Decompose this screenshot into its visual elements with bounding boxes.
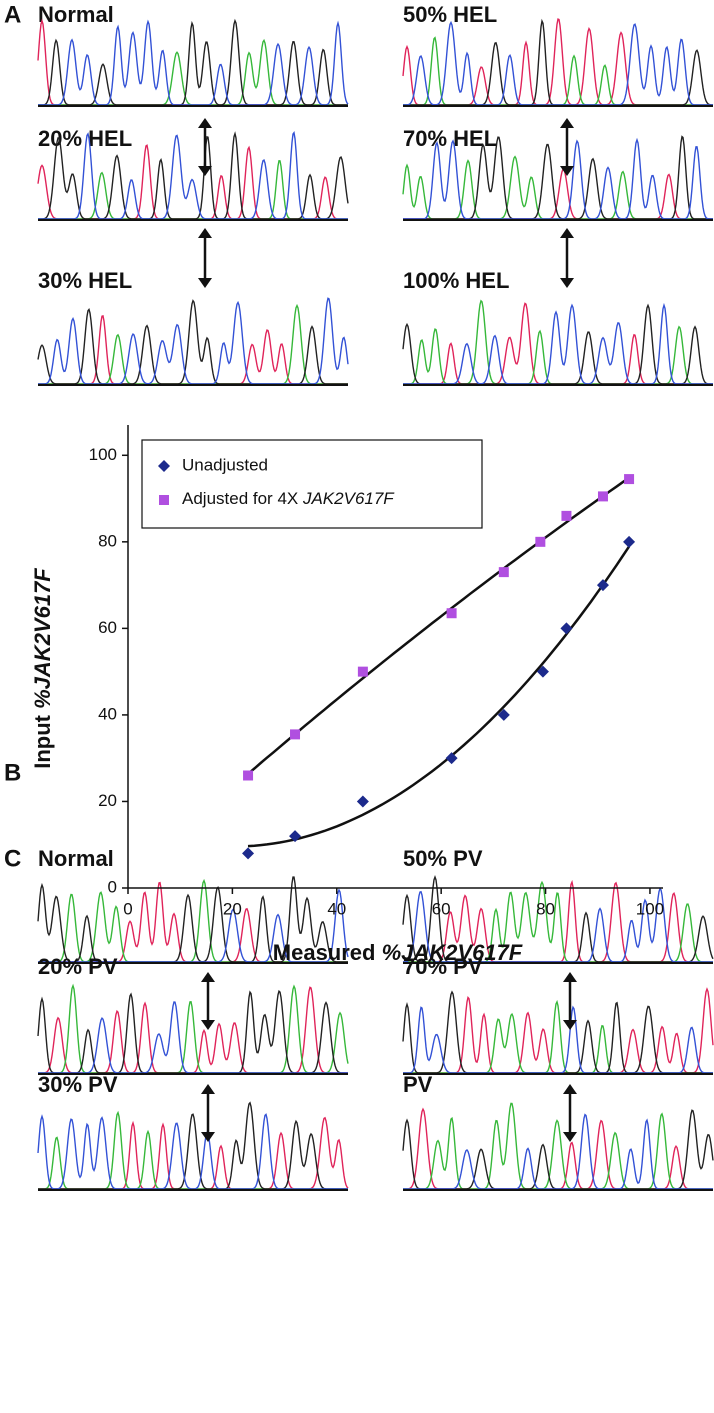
- y-tick-label: 0: [108, 877, 117, 896]
- arrow-head: [563, 1020, 577, 1030]
- trace: [402, 987, 714, 1075]
- trace: [37, 18, 349, 107]
- panel-label: B: [4, 759, 21, 786]
- y-tick-label: 80: [98, 531, 117, 550]
- point: [596, 579, 609, 592]
- point: [498, 567, 509, 578]
- trace: [37, 1101, 349, 1191]
- trace: [402, 875, 714, 964]
- arrow-head: [198, 228, 212, 238]
- panel-label: A: [4, 1, 21, 28]
- point: [536, 665, 549, 678]
- trace-signal: [403, 1005, 713, 1074]
- trend-line: [247, 476, 630, 775]
- point: [356, 795, 369, 808]
- trace: [402, 299, 713, 386]
- point: [624, 474, 635, 485]
- trace-signal: [37, 876, 348, 963]
- trace-signal: [403, 18, 714, 106]
- trace-signal: [403, 302, 713, 385]
- trace-signal: [38, 983, 349, 1074]
- trace-label: 70% HEL: [403, 126, 497, 151]
- trace-label: 70% PV: [403, 954, 483, 979]
- trace: [37, 876, 349, 964]
- trace-label: 30% HEL: [38, 268, 132, 293]
- arrow-head: [560, 118, 574, 128]
- trace-signal: [38, 18, 348, 106]
- trace-signal: [38, 19, 349, 106]
- point: [535, 536, 546, 547]
- point: [561, 510, 572, 521]
- panel-label: C: [4, 845, 21, 872]
- trace-signal: [403, 299, 713, 385]
- y-tick-label: 100: [89, 445, 117, 464]
- x-tick-label: 20: [223, 899, 242, 918]
- legend-label: Unadjusted: [182, 455, 268, 474]
- trend-line: [247, 545, 631, 848]
- point: [445, 752, 458, 765]
- point: [560, 622, 573, 635]
- x-tick-label: 40: [327, 899, 346, 918]
- arrow-head: [201, 1132, 215, 1142]
- legend-box: [141, 439, 483, 529]
- trace: [402, 18, 714, 107]
- arrow-head: [198, 166, 212, 176]
- trace: [37, 983, 349, 1075]
- legend-marker: [158, 460, 170, 472]
- trace-signal: [403, 1102, 713, 1190]
- point: [597, 491, 608, 502]
- trace: [402, 135, 713, 221]
- legend-marker: [159, 495, 169, 505]
- legend-label: Adjusted for 4X JAK2V617F: [182, 489, 395, 508]
- arrow-head: [563, 972, 577, 982]
- arrow-head: [201, 1020, 215, 1030]
- point: [242, 847, 255, 860]
- arrow-head: [201, 972, 215, 982]
- x-tick-label: 0: [123, 899, 132, 918]
- x-axis-label: Measured %JAK2V617F: [273, 940, 523, 965]
- arrow-head: [560, 228, 574, 238]
- arrow-head: [560, 166, 574, 176]
- trace-label: 30% PV: [38, 1072, 118, 1097]
- trace: [37, 297, 349, 386]
- trace-label: 50% HEL: [403, 2, 497, 27]
- y-axis-label: Input %JAK2V617F: [30, 568, 55, 769]
- point: [243, 770, 254, 781]
- trace-label: Normal: [38, 846, 114, 871]
- trace: [402, 1102, 714, 1191]
- y-tick-label: 40: [98, 704, 117, 723]
- trace-label: 100% HEL: [403, 268, 509, 293]
- trace-label: Normal: [38, 2, 114, 27]
- point: [290, 729, 301, 740]
- trace-signal: [403, 168, 713, 220]
- point: [623, 535, 636, 548]
- trace-signal: [403, 20, 713, 106]
- arrow-head: [563, 1132, 577, 1142]
- arrow-head: [563, 1084, 577, 1094]
- trace: [37, 131, 349, 221]
- x-tick-label: 100: [636, 899, 664, 918]
- trace-signal: [403, 999, 713, 1074]
- x-tick-label: 80: [536, 899, 555, 918]
- trace-label: 50% PV: [403, 846, 483, 871]
- trace-signal: [38, 131, 348, 220]
- point: [446, 608, 457, 619]
- trace-label: 20% PV: [38, 954, 118, 979]
- y-tick-label: 60: [98, 618, 117, 637]
- point: [357, 666, 368, 677]
- x-tick-label: 60: [432, 899, 451, 918]
- trace-signal: [37, 1113, 348, 1190]
- arrow-head: [198, 118, 212, 128]
- trace-label: PV: [403, 1072, 433, 1097]
- y-tick-label: 20: [98, 791, 117, 810]
- arrow-head: [560, 278, 574, 288]
- arrow-head: [201, 1084, 215, 1094]
- arrow-head: [198, 278, 212, 288]
- point: [497, 708, 510, 721]
- point: [289, 830, 302, 843]
